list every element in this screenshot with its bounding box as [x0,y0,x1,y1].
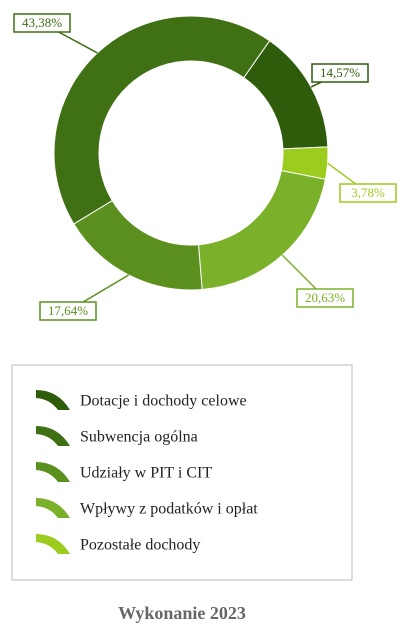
legend-label: Wpływy z podatków i opłat [80,501,258,518]
legend-icon [36,426,70,446]
data-label-box [339,183,397,203]
data-label-box [296,288,354,308]
data-label-box [39,301,97,321]
legend-label: Dotacje i dochody celowe [80,393,247,410]
donut-slice [53,15,271,225]
legend-box [11,364,353,581]
data-label: 43,38% [22,15,62,30]
data-label: 17,64% [48,303,88,318]
donut-slice [197,170,327,291]
data-label: 20,63% [305,290,345,305]
legend-icon [36,390,70,410]
chart-title: Wykonanie 2023 [118,603,246,623]
data-label-box [311,63,369,83]
legend-icon [36,534,70,554]
data-label: 3,78% [351,185,385,200]
legend-label: Subwencja ogólna [80,429,198,446]
legend-label: Udziały w PIT i CIT [80,465,212,482]
legend-label: Pozostałe dochody [80,537,200,554]
data-label: 14,57% [320,65,360,80]
legend-icon [36,498,70,518]
donut-slice [73,199,203,291]
legend-icon [36,462,70,482]
data-label-box [13,13,71,33]
